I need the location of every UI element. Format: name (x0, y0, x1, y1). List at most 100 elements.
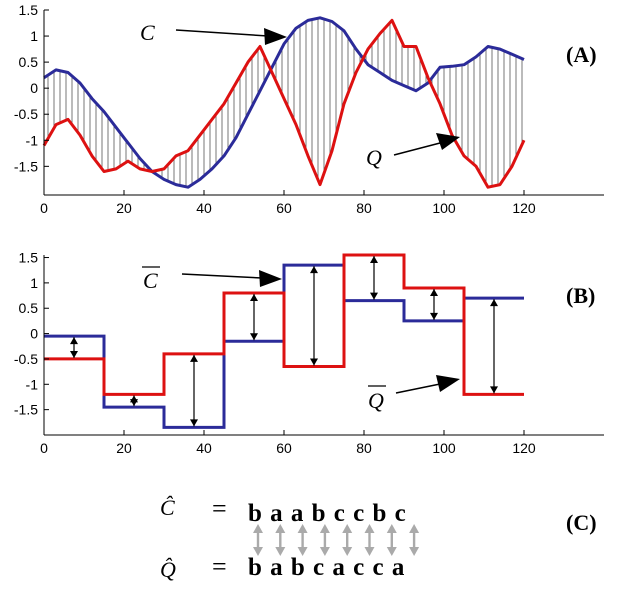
panel-a-y-tick-label: 0.5 (19, 54, 39, 70)
panel-a-x-tick-label: 20 (116, 200, 132, 216)
double-arrow-head (386, 547, 397, 556)
panel-b-y-tick-label: -1 (26, 376, 39, 392)
panel-a-ticks: 0 20 40 60 80 100 120 -1.5 -1 -0.5 0 0.5 1 1.5 (14, 2, 536, 216)
distance-arrow (190, 354, 198, 427)
distance-arrow (370, 256, 378, 300)
double-arrow-head (409, 547, 420, 556)
panel-c-symbolic: Ĉ = b a a b c c b c Q̂ = b a b c a c c a… (160, 494, 597, 582)
panel-a-series (42, 16, 526, 189)
panel-b-y-tick-label: 0.5 (19, 300, 39, 316)
distance-arrow-head (430, 312, 438, 320)
double-arrow-head (297, 547, 308, 556)
panel-a-difference-lines (47, 18, 523, 187)
q-hat-equals: = (212, 552, 227, 581)
distance-arrow-head (310, 266, 318, 274)
panel-b-y-tick-label: 0 (30, 326, 38, 342)
panel-a-y-tick-label: -1.5 (14, 158, 38, 174)
qbar-arrow (395, 375, 460, 394)
panel-a-x-tick-label: 40 (196, 200, 212, 216)
distance-arrow-head (70, 350, 78, 358)
double-arrow-head (364, 547, 375, 556)
distance-arrow-head (250, 294, 258, 302)
distance-arrow (490, 299, 498, 394)
double-arrow-icon (275, 524, 286, 556)
panel-a-y-tick-label: -0.5 (14, 106, 38, 122)
panel-b-x-tick-label: 0 (40, 440, 48, 456)
panel-b-series (44, 253, 524, 429)
distance-arrow-head (190, 354, 198, 362)
panel-b-y-tick-label: 1.5 (19, 250, 39, 266)
distance-arrow (310, 266, 318, 366)
panel-b-y-tick-label: 1 (30, 275, 38, 291)
panel-b-distance-arrows (70, 256, 498, 427)
q-annotation: Q (366, 145, 382, 170)
panel-b-x-tick-label: 20 (116, 440, 132, 456)
panel-b-ticks: 0 20 40 60 80 100 120 -1.5 -1 -0.5 0 0.5 1 1.5 (14, 250, 536, 456)
qbar-annotation: Q (368, 388, 384, 413)
double-arrow-head (364, 524, 375, 533)
q-arrow (393, 133, 460, 156)
q-hat-string: b a b c a c c a (248, 554, 405, 581)
panel-b-chart: 0 20 40 60 80 100 120 -1.5 -1 -0.5 0 0.5 1 1.5 C Q (B… (14, 250, 604, 456)
c-arrow (175, 28, 287, 45)
panel-a-x-tick-label: 100 (432, 200, 456, 216)
distance-arrow (250, 294, 258, 341)
panel-b-x-tick-label: 80 (356, 440, 372, 456)
double-arrow-head (409, 524, 420, 533)
double-arrow-icon (253, 524, 263, 556)
c-hat-string: b a a b c c b c (248, 500, 407, 527)
distance-arrow-head (310, 358, 318, 366)
panel-b-x-tick-label: 40 (196, 440, 212, 456)
double-arrow-head (342, 547, 353, 556)
panel-b-x-tick-label: 60 (276, 440, 292, 456)
c-hat-symbol: Ĉ (160, 495, 175, 520)
double-arrow-icon (297, 524, 308, 556)
double-arrow-head (253, 547, 263, 556)
double-arrow-head (297, 524, 308, 533)
c-annotation: C (140, 20, 155, 45)
distance-arrow (130, 395, 138, 407)
double-arrow-icon (364, 524, 375, 556)
double-arrow-head (386, 524, 397, 533)
panel-a-x-tick-label: 60 (276, 200, 292, 216)
panel-b-y-tick-label: -1.5 (14, 402, 38, 418)
panel-a-x-tick-label: 120 (512, 200, 536, 216)
double-arrow-head (319, 524, 330, 533)
panel-b-label: (B) (566, 283, 595, 308)
panel-a-y-tick-label: 1.5 (19, 2, 39, 18)
double-arrow-head (342, 524, 353, 533)
distance-arrow (430, 288, 438, 320)
cbar-annotation: C (143, 268, 158, 293)
panel-b-y-tick-label: -0.5 (14, 351, 38, 367)
distance-arrow-head (70, 337, 78, 345)
double-arrow-icon (386, 524, 397, 556)
distance-arrow-head (490, 299, 498, 307)
q-hat-symbol: Q̂ (160, 557, 176, 582)
double-arrow-head (319, 547, 330, 556)
panel-a-x-tick-label: 80 (356, 200, 372, 216)
double-arrow-icon (409, 524, 420, 556)
panel-a-x-tick-label: 0 (40, 200, 48, 216)
panel-a-chart: 0 20 40 60 80 100 120 -1.5 -1 -0.5 0 0.5 1 1.5 C Q (A… (14, 2, 604, 216)
double-arrow-head (275, 547, 286, 556)
distance-arrow-head (250, 333, 258, 341)
panel-a-label: (A) (566, 42, 597, 67)
panel-b-x-tick-label: 120 (512, 440, 536, 456)
series-step-qbar (44, 253, 524, 396)
c-hat-equals: = (212, 494, 227, 523)
distance-arrow (70, 337, 78, 358)
distance-arrow-head (130, 399, 138, 407)
double-arrow-head (253, 524, 263, 533)
series-line-q (42, 18, 526, 189)
panel-a-y-tick-label: -1 (26, 132, 39, 148)
double-arrow-head (275, 524, 286, 533)
distance-arrow-head (430, 288, 438, 296)
panel-b-x-tick-label: 100 (432, 440, 456, 456)
symbol-comparison-arrows (253, 524, 420, 556)
double-arrow-icon (319, 524, 330, 556)
panel-a-y-tick-label: 0 (30, 80, 38, 96)
cbar-arrow (181, 270, 282, 287)
series-line-c (43, 16, 525, 189)
double-arrow-icon (342, 524, 353, 556)
